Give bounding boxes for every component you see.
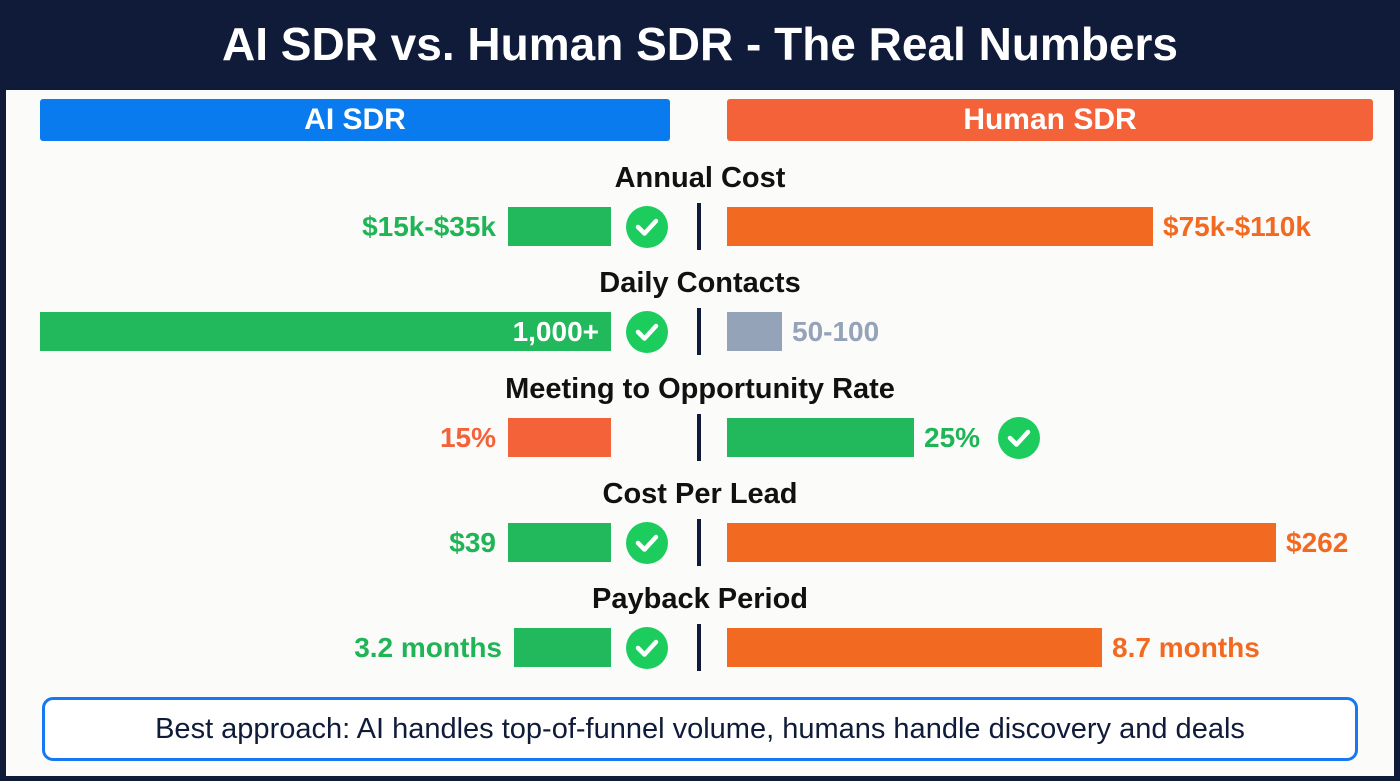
center-divider xyxy=(697,308,701,356)
ai-bar xyxy=(508,207,611,246)
ai-value-label: 15% xyxy=(439,421,496,453)
ai-winner-check-icon xyxy=(626,627,668,670)
center-divider xyxy=(697,413,701,461)
human-bar xyxy=(727,312,782,352)
ai-winner-check-icon xyxy=(626,206,668,248)
center-divider xyxy=(697,624,701,672)
metric-label: Payback Period xyxy=(592,583,808,616)
human-bar xyxy=(727,628,1102,668)
ai-bar xyxy=(508,522,611,562)
human-value-label: $75k-$110k xyxy=(1163,211,1311,242)
metric-label: Annual Cost xyxy=(614,162,786,194)
best-approach-note: Best approach: AI handles top-of-funnel … xyxy=(42,697,1358,761)
human-value-label: 8.7 months xyxy=(1112,632,1260,664)
center-divider xyxy=(697,518,701,566)
human-value-label: $262 xyxy=(1286,526,1349,558)
ai-winner-check-icon xyxy=(626,311,668,354)
human-bar xyxy=(727,522,1276,562)
ai-value-label: 3.2 months xyxy=(354,632,502,664)
ai-bar xyxy=(40,312,611,352)
page-title: AI SDR vs. Human SDR - The Real Numbers xyxy=(222,18,1178,70)
ai-value-label: $39 xyxy=(449,526,496,558)
ai-value-label: $15k-$35k xyxy=(362,211,496,242)
center-divider xyxy=(697,203,701,250)
human-value-label: 25% xyxy=(924,421,981,453)
metric-label: Daily Contacts xyxy=(599,267,801,300)
human-sdr-column-header: Human SDR xyxy=(727,99,1373,141)
ai-value-label: 1,000+ xyxy=(512,316,599,348)
human-winner-check-icon xyxy=(998,416,1041,459)
human-bar xyxy=(727,207,1153,246)
metric-label: Meeting to Opportunity Rate xyxy=(505,372,895,405)
ai-winner-check-icon xyxy=(626,521,668,564)
metric-label: Cost Per Lead xyxy=(602,477,798,510)
ai-bar xyxy=(508,417,611,457)
human-value-label: 50-100 xyxy=(792,316,880,348)
human-bar xyxy=(727,417,914,457)
ai-bar xyxy=(514,628,611,668)
ai-sdr-column-header: AI SDR xyxy=(40,99,670,141)
